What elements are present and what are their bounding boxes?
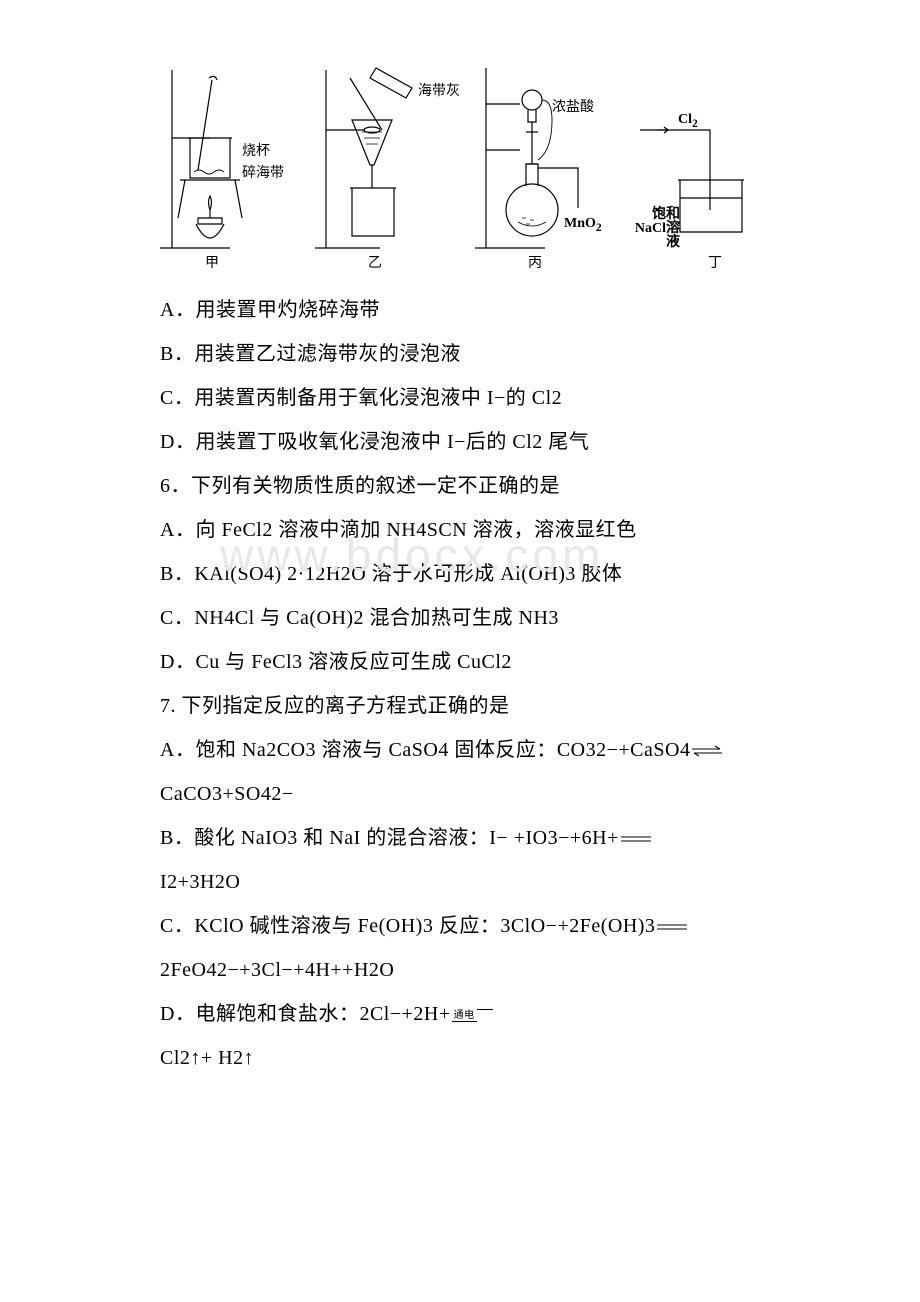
reaction-arrow-icon xyxy=(619,828,653,850)
q7-d-post: Cl2↑+ H2↑ xyxy=(160,1047,254,1069)
label-crushed-kelp: 碎海带 xyxy=(242,162,284,182)
q7-stem: 7. 下列指定反应的离子方程式正确的是 xyxy=(160,684,760,728)
q6-b: B．KAl(SO4) 2·12H2O 溶于水可形成 Al(OH)3 胶体 xyxy=(160,552,760,596)
q7-a: A．饱和 Na2CO3 溶液与 CaSO4 固体反应：CO32−+CaSO4 C… xyxy=(160,728,760,816)
electrolysis-condition-icon: 通电 xyxy=(452,1010,493,1021)
q7-c-pre: C．KClO 碱性溶液与 Fe(OH)3 反应：3ClO−+2Fe(OH)3 xyxy=(160,915,655,937)
opt-block1-d: D．用装置丁吸收氧化浸泡液中 I−后的 Cl2 尾气 xyxy=(160,420,760,464)
q7-a-pre: A．饱和 Na2CO3 溶液与 CaSO4 固体反应：CO32−+CaSO4 xyxy=(160,739,690,761)
reaction-arrow-icon xyxy=(655,916,689,938)
label-kelp-ash: 海带灰 xyxy=(418,80,460,100)
q7-b-pre: B．酸化 NaIO3 和 NaI 的混合溶液：I− +IO3−+6H+ xyxy=(160,827,619,849)
opt-block1-a: A．用装置甲灼烧碎海带 xyxy=(160,288,760,332)
panel-label-2: 乙 xyxy=(368,252,382,272)
q6-d: D．Cu 与 FeCl3 溶液反应可生成 CuCl2 xyxy=(160,640,760,684)
panel-label-3: 丙 xyxy=(528,252,542,272)
q7-b: B．酸化 NaIO3 和 NaI 的混合溶液：I− +IO3−+6H+ I2+3… xyxy=(160,816,760,904)
q7-c: C．KClO 碱性溶液与 Fe(OH)3 反应：3ClO−+2Fe(OH)3 2… xyxy=(160,904,760,992)
q7-d: D．电解饱和食盐水：2Cl−+2H+通电 Cl2↑+ H2↑ xyxy=(160,992,760,1080)
label-sat-nacl: 饱和NaCl溶液 xyxy=(630,208,680,250)
panel-label-4: 丁 xyxy=(708,252,722,272)
q7-d-pre: D．电解饱和食盐水：2Cl−+2H+ xyxy=(160,1003,451,1025)
label-conc-hcl: 浓盐酸 xyxy=(552,96,594,116)
label-cl2: Cl2 xyxy=(678,112,698,130)
opt-block1-c: C．用装置丙制备用于氧化浸泡液中 I−的 Cl2 xyxy=(160,376,760,420)
q7-c-post: 2FeO42−+3Cl−+4H++H2O xyxy=(160,959,394,981)
q6-a: A．向 FeCl2 溶液中滴加 NH4SCN 溶液，溶液显红色 xyxy=(160,508,760,552)
q6-stem: 6．下列有关物质性质的叙述一定不正确的是 xyxy=(160,464,760,508)
apparatus-diagram-row: 烧杯 碎海带 海带灰 浓盐酸 MnO2 Cl2 饱和NaCl溶液 甲 乙 丙 丁 xyxy=(150,60,770,270)
opt-block1-b: B．用装置乙过滤海带灰的浸泡液 xyxy=(160,332,760,376)
label-beaker: 烧杯 xyxy=(242,140,270,160)
panel-label-1: 甲 xyxy=(205,252,219,272)
label-mno2: MnO2 xyxy=(564,216,602,234)
equilibrium-arrow-icon xyxy=(690,740,724,762)
q6-c: C．NH4Cl 与 Ca(OH)2 混合加热可生成 NH3 xyxy=(160,596,760,640)
q7-b-post: I2+3H2O xyxy=(160,871,240,893)
q7-a-post: CaCO3+SO42− xyxy=(160,783,294,805)
